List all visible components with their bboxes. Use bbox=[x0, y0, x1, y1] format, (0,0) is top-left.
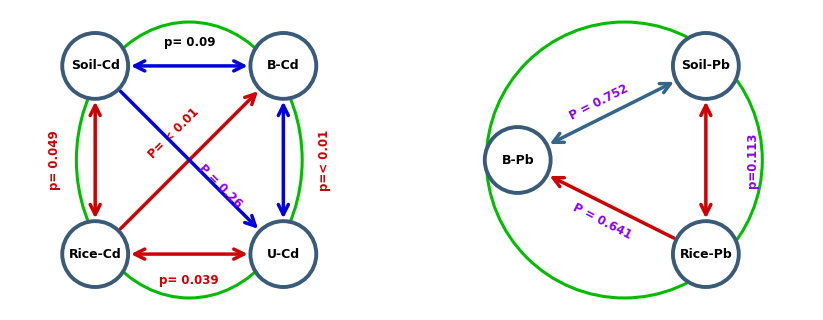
Circle shape bbox=[673, 33, 739, 99]
Circle shape bbox=[673, 221, 739, 287]
Circle shape bbox=[250, 33, 316, 99]
Text: p=< 0.01: p=< 0.01 bbox=[318, 129, 331, 191]
Text: p= 0.039: p= 0.039 bbox=[160, 274, 219, 287]
Text: p= 0.09: p= 0.09 bbox=[164, 36, 215, 49]
Text: p= 0.049: p= 0.049 bbox=[48, 130, 61, 190]
Text: P= < 0.01: P= < 0.01 bbox=[146, 106, 202, 161]
Text: Soil-Cd: Soil-Cd bbox=[71, 60, 119, 72]
Text: B-Cd: B-Cd bbox=[267, 60, 300, 72]
Text: Rice-Pb: Rice-Pb bbox=[680, 248, 732, 260]
Text: P = 0.26: P = 0.26 bbox=[196, 162, 245, 211]
Text: B-Pb: B-Pb bbox=[501, 154, 534, 166]
Circle shape bbox=[63, 221, 128, 287]
Circle shape bbox=[250, 221, 316, 287]
Text: Rice-Cd: Rice-Cd bbox=[69, 248, 122, 260]
Text: Soil-Pb: Soil-Pb bbox=[681, 60, 730, 72]
Circle shape bbox=[485, 127, 551, 193]
Text: P = 0.752: P = 0.752 bbox=[568, 82, 630, 122]
Text: U-Cd: U-Cd bbox=[267, 248, 300, 260]
Text: p=0.113: p=0.113 bbox=[746, 132, 760, 188]
Circle shape bbox=[63, 33, 128, 99]
Text: P = 0.641: P = 0.641 bbox=[571, 201, 634, 242]
